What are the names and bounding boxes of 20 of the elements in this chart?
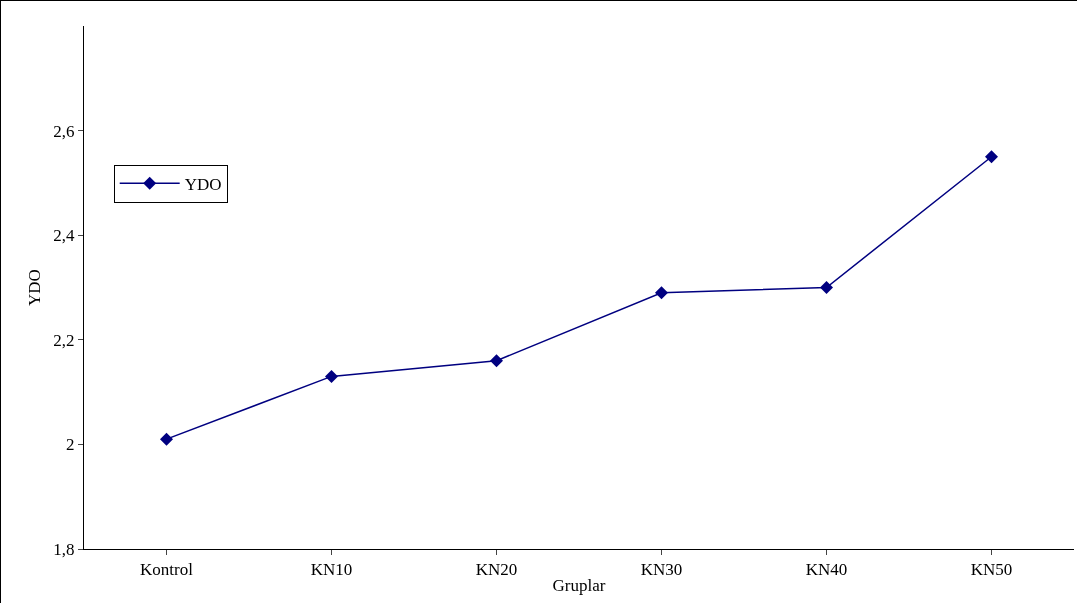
point xyxy=(985,150,998,164)
x-tick-label: KN40 xyxy=(805,560,848,580)
point xyxy=(490,354,503,368)
point xyxy=(325,369,338,383)
legend-label: YDO xyxy=(184,174,222,194)
x-axis-title: Gruplar xyxy=(552,575,606,595)
point xyxy=(160,432,173,446)
y-tick-label: 2,2 xyxy=(53,330,75,350)
y-axis-title: YDO xyxy=(24,269,44,306)
x-tick-label: KN20 xyxy=(475,560,518,580)
point xyxy=(820,281,833,294)
y-tick-label: 2,4 xyxy=(53,226,76,246)
point xyxy=(655,286,668,300)
y-tick-label: 2,6 xyxy=(53,121,75,141)
x-tick-label: KN50 xyxy=(970,560,1013,580)
x-tick-label: Kontrol xyxy=(140,560,194,580)
x-tick-label: KN30 xyxy=(640,560,683,580)
x-tick-label: KN10 xyxy=(310,560,353,580)
y-tick-label: 2 xyxy=(66,435,75,455)
y-tick-label: 1,8 xyxy=(53,539,75,559)
